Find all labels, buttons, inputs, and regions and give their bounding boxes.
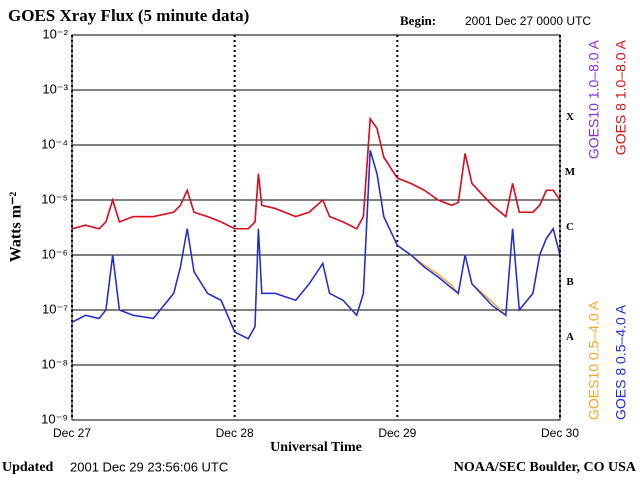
- credit: NOAA/SEC Boulder, CO USA: [454, 460, 637, 475]
- flare-class-label: M: [565, 166, 576, 178]
- series-line: [71, 116, 561, 230]
- flare-class-label: A: [566, 331, 574, 343]
- x-axis-label: Universal Time: [270, 440, 362, 455]
- updated-value: 2001 Dec 29 23:56:06 UTC: [70, 459, 228, 474]
- y-tick-label: 10⁻²: [42, 26, 68, 41]
- y-tick-label: 10⁻⁹: [41, 411, 68, 426]
- y-tick-label: 10⁻³: [42, 81, 68, 96]
- begin-value: 2001 Dec 27 0000 UTC: [465, 14, 591, 28]
- flare-class-label: C: [566, 221, 574, 233]
- flare-class-label: B: [566, 276, 574, 288]
- series-line: [71, 150, 561, 340]
- legend-entry: GOES10 0.5–4.0 A: [586, 300, 602, 420]
- updated-label: Updated: [2, 460, 54, 475]
- y-axis-label: Watts m⁻²: [8, 192, 25, 263]
- x-tick-label: Dec 28: [216, 426, 254, 440]
- begin-label: Begin:: [400, 13, 436, 28]
- y-tick-label: 10⁻⁶: [41, 246, 68, 261]
- legend-entry: GOES 8 1.0–8.0 A: [613, 39, 629, 155]
- chart-title: GOES Xray Flux (5 minute data): [8, 6, 249, 25]
- y-tick-label: 10⁻⁷: [42, 301, 68, 316]
- plot-frame: [71, 34, 561, 421]
- legend-entry: GOES 8 0.5–4.0 A: [613, 304, 629, 420]
- y-tick-label: 10⁻⁸: [41, 356, 68, 371]
- flare-class-label: X: [566, 111, 574, 123]
- x-tick-label: Dec 30: [541, 426, 579, 440]
- x-tick-label: Dec 29: [378, 426, 416, 440]
- y-tick-label: 10⁻⁵: [41, 191, 68, 206]
- y-tick-label: 10⁻⁴: [41, 136, 68, 151]
- legend-entry: GOES10 1.0–8.0 A: [586, 39, 602, 159]
- x-tick-label: Dec 27: [53, 426, 91, 440]
